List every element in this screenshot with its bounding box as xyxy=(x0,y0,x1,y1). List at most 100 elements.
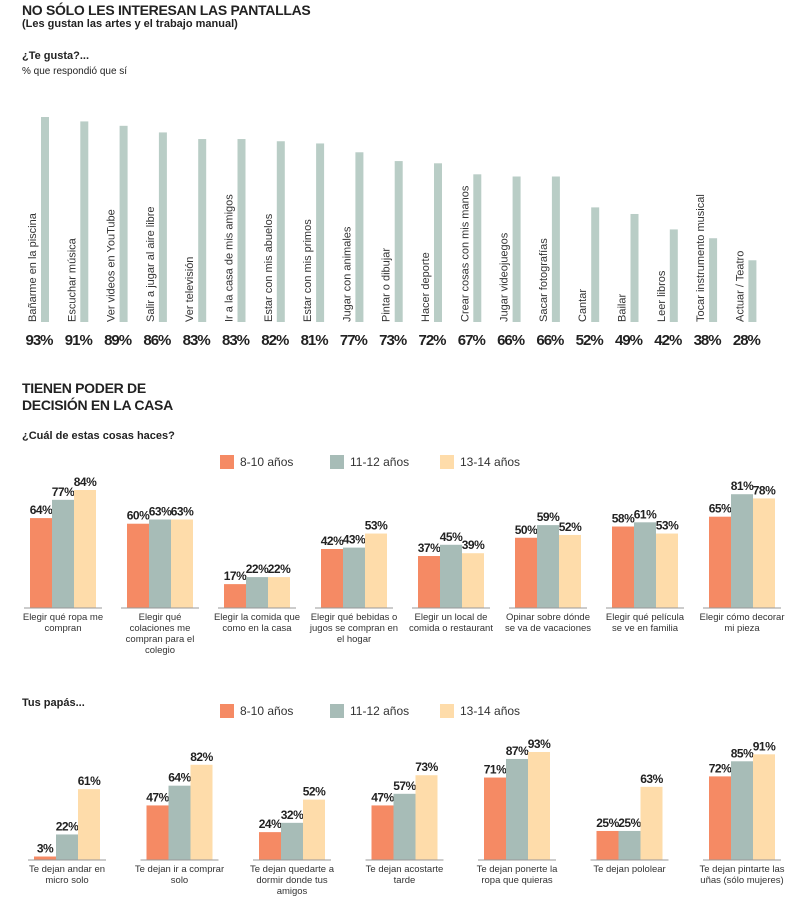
bar xyxy=(246,577,268,608)
value-label: 81% xyxy=(301,332,329,349)
bar xyxy=(149,519,171,608)
bar xyxy=(198,139,207,322)
value-label: 66% xyxy=(536,332,564,349)
value-label: 64% xyxy=(168,771,191,785)
value-label: 67% xyxy=(458,332,486,349)
value-label: 72% xyxy=(709,761,732,775)
value-label: 53% xyxy=(365,519,388,533)
bar xyxy=(551,176,560,322)
category-label: Elegir qué bebidas o jugos se compran en… xyxy=(309,612,399,645)
value-label: 24% xyxy=(259,817,282,831)
category-label: Jugar videojuegos xyxy=(499,232,511,322)
bar xyxy=(30,518,52,608)
value-label: 28% xyxy=(733,332,761,349)
bar xyxy=(434,163,442,322)
bar xyxy=(415,775,438,860)
legend-swatch xyxy=(220,704,234,718)
value-label: 42% xyxy=(321,534,344,548)
value-label: 66% xyxy=(497,332,525,349)
bar xyxy=(537,525,559,608)
bar xyxy=(41,117,49,322)
bar xyxy=(709,516,731,608)
legend-label: 8-10 años xyxy=(240,455,293,469)
bar xyxy=(78,789,100,860)
value-label: 73% xyxy=(379,332,407,349)
value-label: 91% xyxy=(753,739,776,753)
bar xyxy=(190,764,213,860)
value-label: 25% xyxy=(596,816,619,830)
value-label: 3% xyxy=(37,842,54,856)
legend-label: 11-12 años xyxy=(350,455,409,469)
value-label: 42% xyxy=(654,332,682,349)
chart-title: NO SÓLO LES INTERESAN LAS PANTALLAS xyxy=(22,2,311,18)
note: % que respondió que sí xyxy=(22,66,128,77)
value-label: 38% xyxy=(694,332,722,349)
category-label: Ver televisión xyxy=(184,257,196,322)
value-label: 63% xyxy=(171,505,194,519)
value-label: 84% xyxy=(74,475,97,489)
bar xyxy=(355,152,364,322)
value-label: 45% xyxy=(440,530,463,544)
bar xyxy=(634,522,656,608)
category-label: Ver videos en YouTube xyxy=(106,209,118,322)
bar xyxy=(171,519,193,608)
value-label: 63% xyxy=(640,772,663,786)
bar xyxy=(316,143,325,322)
value-label: 22% xyxy=(268,562,291,576)
category-label: Bañarme en la piscina xyxy=(27,212,39,322)
category-label: Elegir qué ropa me compran xyxy=(22,612,104,634)
legend-swatch xyxy=(220,455,234,469)
category-label: Te dejan ir a comprar solo xyxy=(134,864,225,886)
category-label: Te dejan ponerte la ropa que quieras xyxy=(476,864,558,886)
bar xyxy=(237,139,246,322)
category-label: Elegir cómo decorar mi pieza xyxy=(699,612,785,634)
bar xyxy=(127,523,149,608)
value-label: 73% xyxy=(415,760,438,774)
value-label: 87% xyxy=(506,744,529,758)
value-label: 82% xyxy=(190,750,213,764)
bar xyxy=(146,805,169,860)
value-label: 61% xyxy=(78,774,101,788)
legend-label: 13-14 años xyxy=(460,455,520,469)
category-label: Elegir un local de comida o restaurant xyxy=(409,612,493,634)
category-label: Crear cosas con mis manos xyxy=(459,185,471,322)
category-label: Te dejan pintarte las uñas (sólo mujeres… xyxy=(699,864,785,886)
value-label: 93% xyxy=(25,332,53,349)
value-label: 47% xyxy=(371,790,394,804)
bar xyxy=(303,799,325,860)
value-label: 52% xyxy=(576,332,604,349)
bar xyxy=(394,161,403,322)
category-label: Opinar sobre dónde se va de vacaciones xyxy=(504,612,592,634)
bar xyxy=(343,547,365,608)
bar xyxy=(528,752,550,860)
legend-swatch xyxy=(440,704,454,718)
bar xyxy=(168,785,191,860)
bar xyxy=(462,553,484,608)
value-label: 22% xyxy=(246,562,269,576)
value-label: 71% xyxy=(484,763,507,777)
bar xyxy=(371,805,394,860)
bar xyxy=(440,544,462,608)
category-label: Escuchar música xyxy=(66,237,78,322)
value-label: 17% xyxy=(224,569,247,583)
bar xyxy=(591,207,600,322)
bar xyxy=(52,499,74,608)
category-label: Leer libros xyxy=(656,270,668,322)
category-label: Estar con mis primos xyxy=(302,219,314,322)
value-label: 50% xyxy=(515,523,538,537)
category-label: Te dejan quedarte a dormir donde tus ami… xyxy=(250,864,334,897)
legend-swatch xyxy=(330,455,344,469)
value-label: 86% xyxy=(143,332,171,349)
value-label: 61% xyxy=(634,507,657,521)
value-label: 39% xyxy=(462,538,485,552)
value-label: 37% xyxy=(418,541,441,555)
question: ¿Te gusta?... xyxy=(22,50,90,62)
bar xyxy=(281,822,303,860)
value-label: 32% xyxy=(281,808,304,822)
bar xyxy=(669,229,678,322)
category-label: Jugar con animales xyxy=(341,226,353,322)
legend-swatch xyxy=(440,455,454,469)
category-label: Elegir la comida que como en la casa xyxy=(213,612,301,634)
value-label: 93% xyxy=(528,737,551,751)
